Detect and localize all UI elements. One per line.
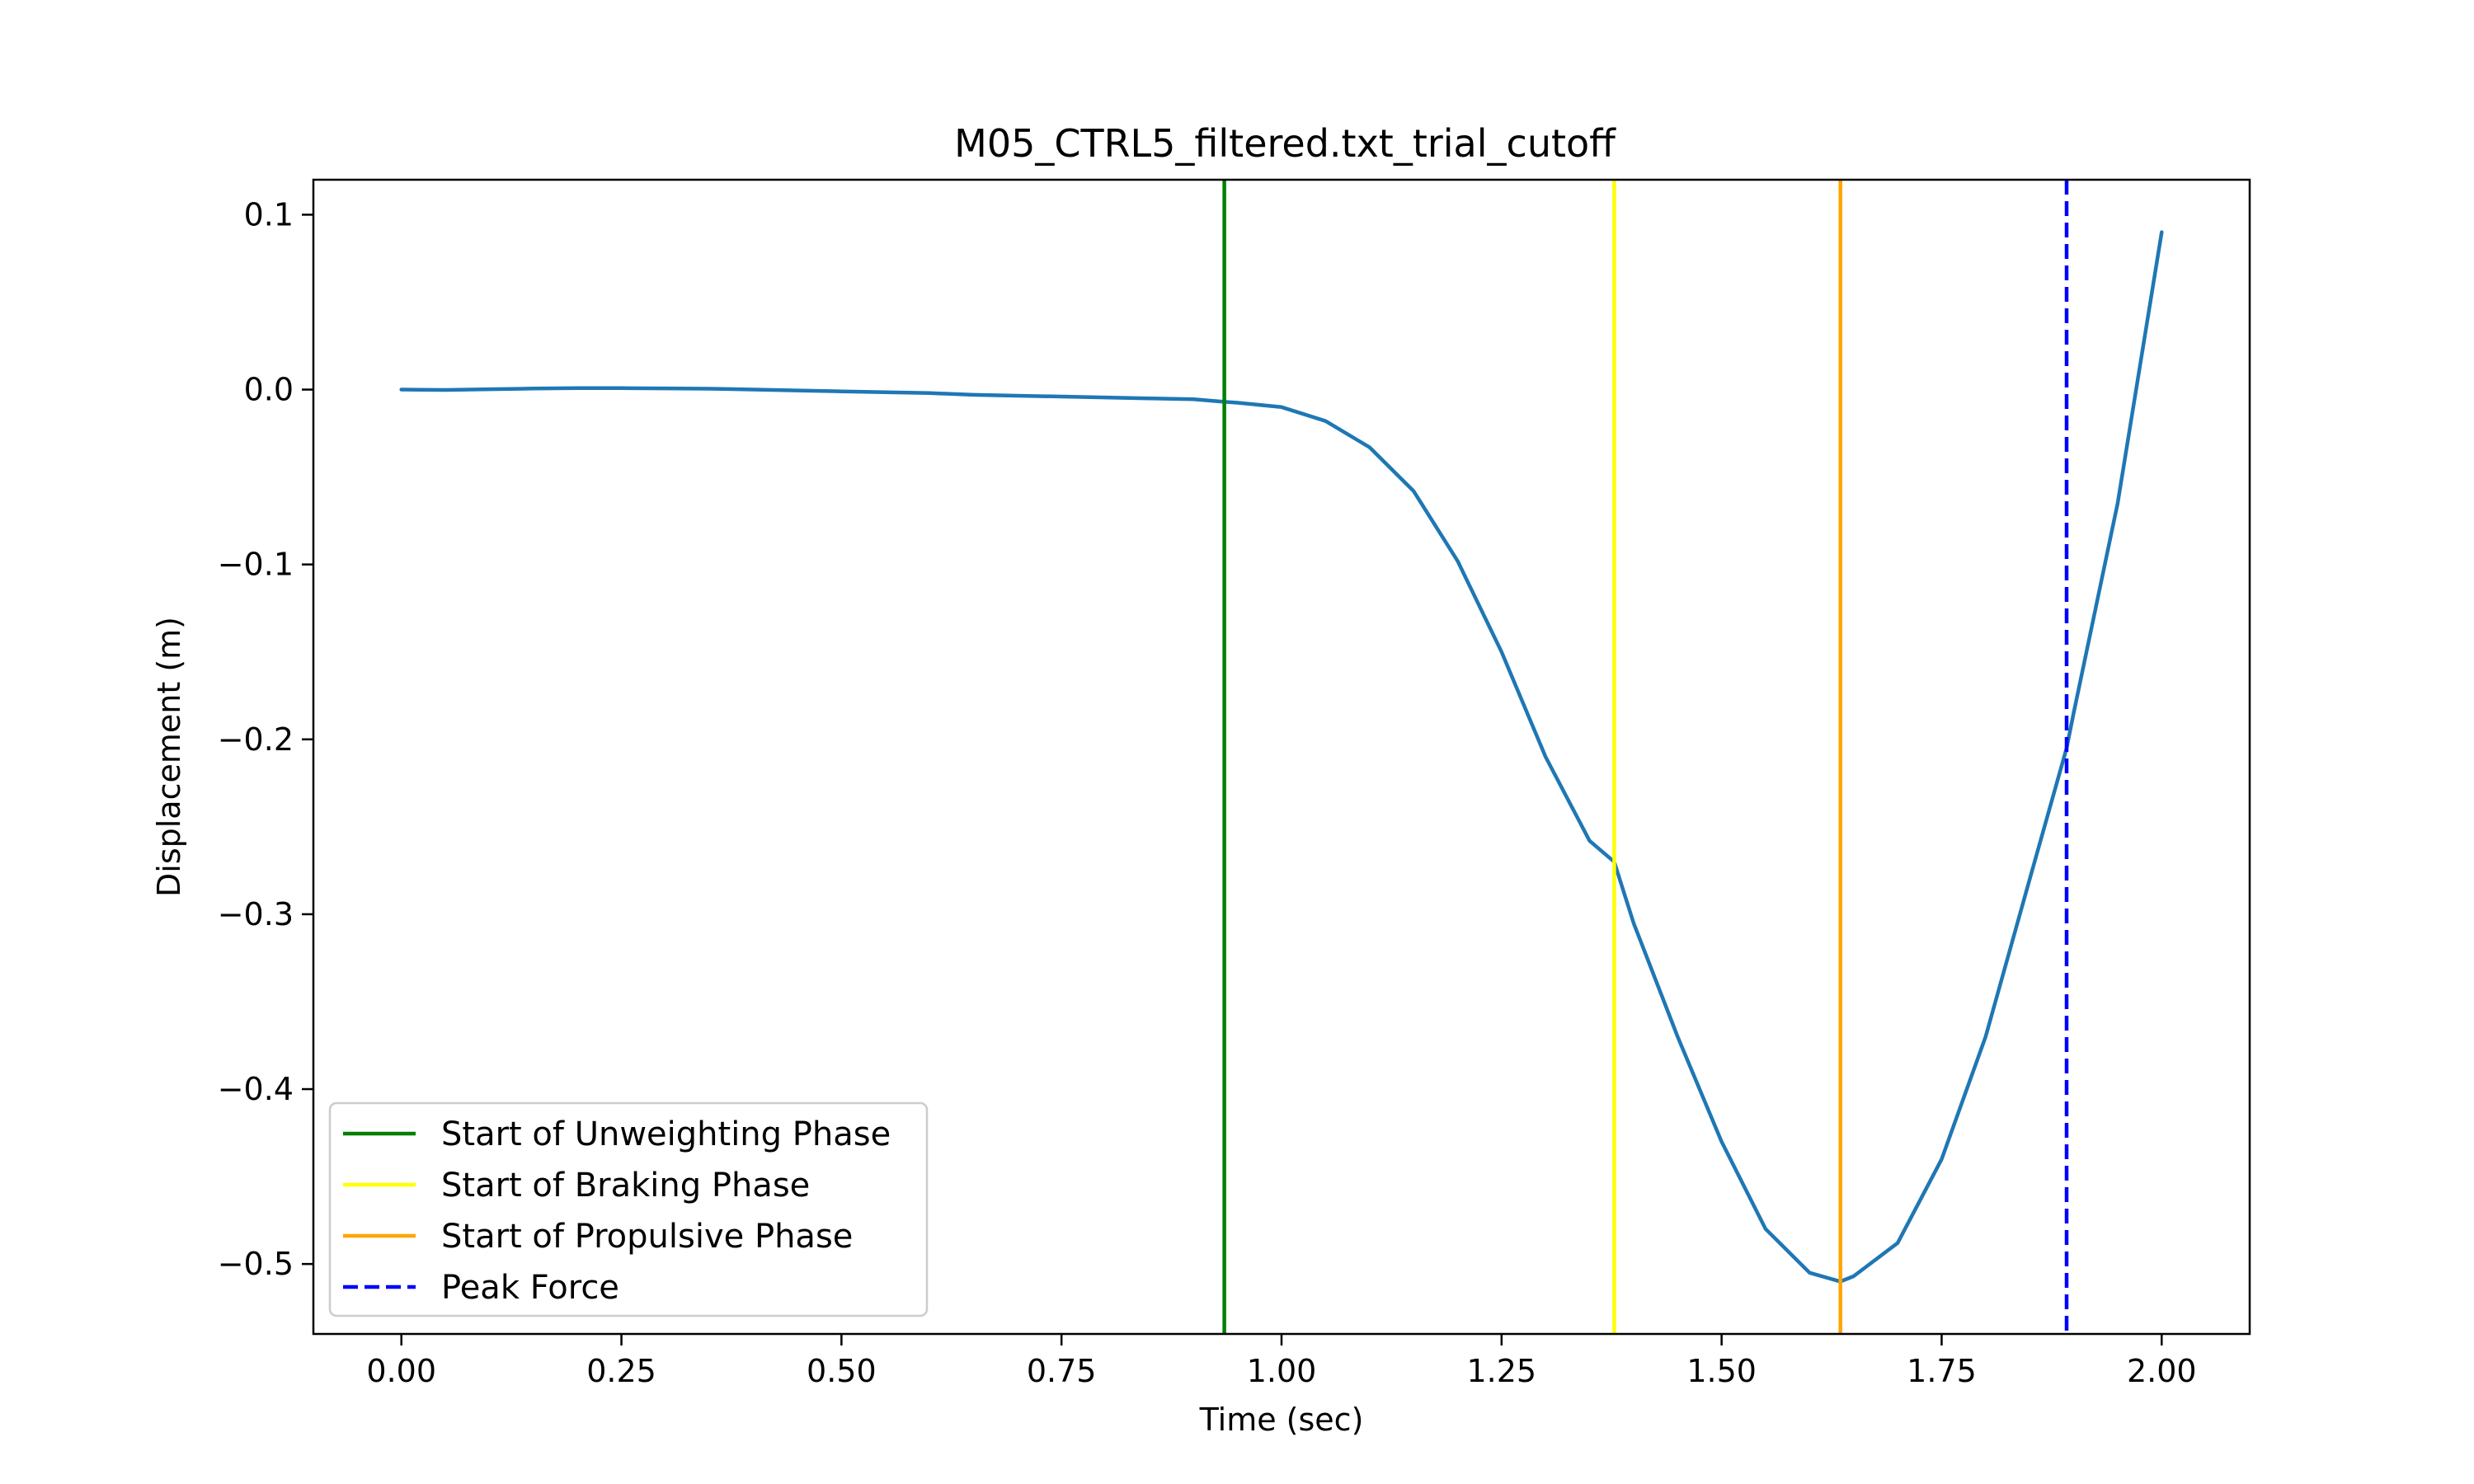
legend-box [328,1101,929,1317]
x-tick-label: 1.75 [1907,1353,1977,1389]
plot-area [399,180,2164,1334]
y-axis: 0.1 0.0 −0.1 −0.2 −0.3 −0.4 −0.5 [218,196,313,1282]
x-axis: 0.00 0.25 0.50 0.75 1.00 1.25 1.50 1.75 2.00 [366,1334,2197,1389]
y-axis-label: Displacement (m) [151,617,187,897]
y-tick-label: −0.1 [218,547,294,583]
y-tick-label: 0.1 [244,196,294,232]
legend-label: Start of Propulsive Phase [441,1218,853,1256]
x-tick-label: 2.00 [2127,1353,2197,1389]
y-tick-label: 0.0 [244,372,294,408]
y-tick-label: −0.3 [218,896,294,932]
x-tick-label: 1.50 [1686,1353,1757,1389]
chart-title: M05_CTRL5_filtered.txt_trial_cutoff [954,121,1616,166]
x-axis-label: Time (sec) [1199,1402,1364,1438]
x-tick-label: 0.25 [586,1353,656,1389]
y-tick-label: −0.4 [218,1071,294,1107]
x-tick-label: 1.25 [1467,1353,1537,1389]
y-tick-label: −0.5 [218,1246,294,1282]
series-line-0 [399,230,2164,1284]
legend-label: Start of Braking Phase [441,1167,810,1205]
x-tick-label: 0.75 [1027,1353,1097,1389]
legend-label: Start of Unweighting Phase [441,1115,891,1153]
legend: Start of Unweighting Phase Start of Braki… [328,1101,929,1317]
x-tick-label: 0.00 [366,1353,436,1389]
legend-label: Peak Force [441,1269,619,1307]
y-tick-label: −0.2 [218,721,294,758]
x-tick-label: 0.50 [807,1353,877,1389]
x-tick-label: 1.00 [1247,1353,1317,1389]
